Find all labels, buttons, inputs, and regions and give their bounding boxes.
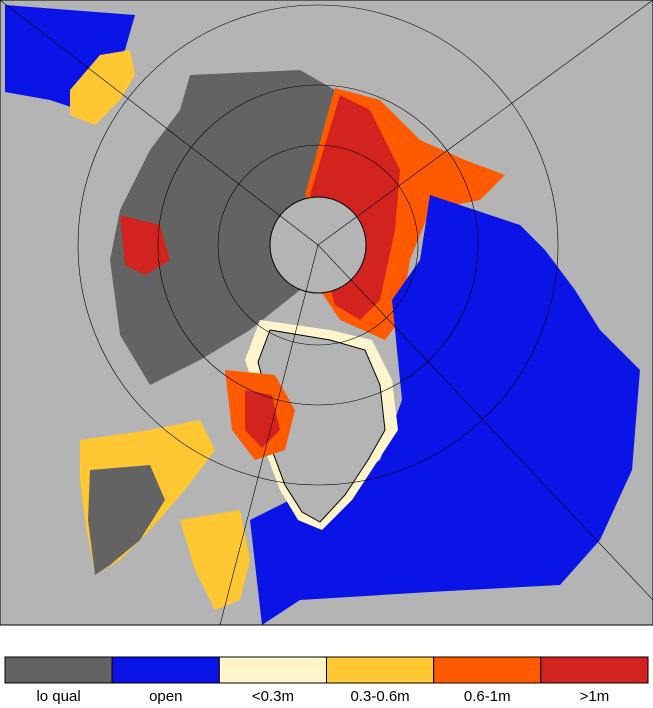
legend-swatch	[218, 656, 327, 684]
legend-swatch	[326, 656, 435, 684]
graticule	[0, 0, 653, 626]
legend: lo qual open <0.3m 0.3-0.6m 0.6-1m >1m	[4, 656, 649, 705]
ice-region	[180, 510, 250, 610]
ice-region	[245, 390, 280, 448]
legend-label: >1m	[580, 688, 610, 705]
legend-swatch	[4, 656, 113, 684]
ice-region	[70, 50, 135, 125]
legend-swatch	[111, 656, 220, 684]
legend-label: lo qual	[36, 688, 80, 705]
open-water	[5, 5, 135, 110]
ice-region	[120, 215, 170, 275]
low-quality-region	[88, 465, 165, 575]
low-quality-region	[110, 70, 375, 385]
legend-label: 0.6-1m	[464, 688, 511, 705]
legend-swatch	[540, 656, 649, 684]
legend-label: open	[149, 688, 182, 705]
map-frame	[0, 0, 653, 626]
open-water	[250, 195, 640, 625]
map	[0, 0, 653, 626]
legend-label: 0.3-0.6m	[350, 688, 409, 705]
legend-swatch	[433, 656, 542, 684]
legend-label: <0.3m	[252, 688, 294, 705]
